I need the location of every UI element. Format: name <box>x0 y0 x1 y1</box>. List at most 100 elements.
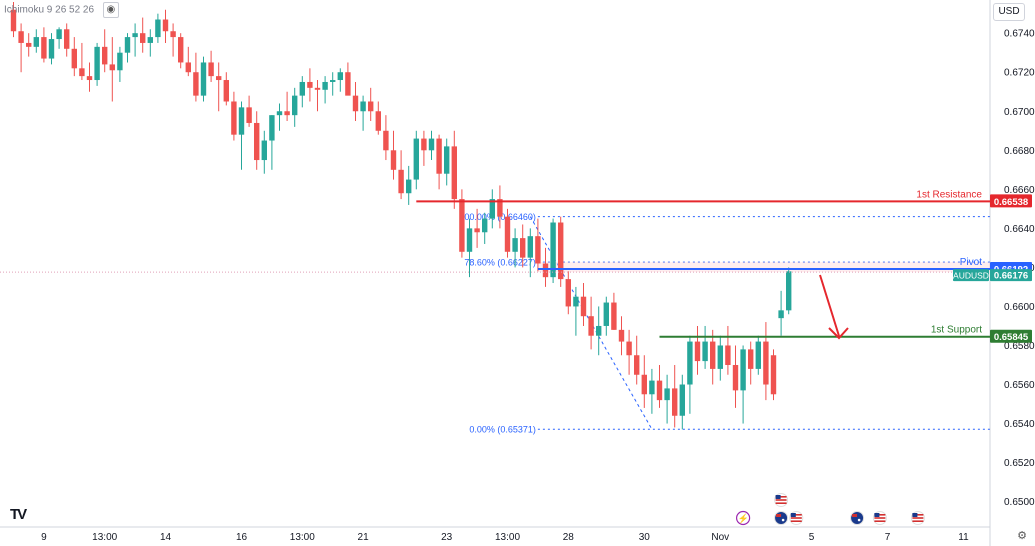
economic-events[interactable]: ⚡ <box>735 493 925 526</box>
currency-selector[interactable]: USD <box>993 3 1025 21</box>
candle-body <box>254 122 260 161</box>
candle-body <box>193 72 199 96</box>
candle-body <box>748 349 754 369</box>
symbol-label: AUDUSD <box>953 271 989 281</box>
lightning-glyph: ⚡ <box>737 513 748 525</box>
gear-icon[interactable]: ⚙ <box>1017 530 1027 542</box>
candle-body <box>109 64 115 71</box>
indicator-label[interactable]: Ichimoku 9 26 52 26 <box>4 4 95 16</box>
us-flag-canton <box>912 513 918 517</box>
candle-body <box>178 37 184 63</box>
candle-body <box>436 138 442 174</box>
x-axis-ticks: 9 13:00 14 16 13:00 21 23 13:00 28 30 Nov 5 7 11 <box>41 532 969 543</box>
candle-body <box>48 39 55 59</box>
x-tick-label: 13:00 <box>495 532 520 543</box>
fib-zone-fill <box>537 262 990 273</box>
candle-body <box>725 345 731 365</box>
candle-body <box>474 228 480 233</box>
x-tick-label: 30 <box>639 532 651 543</box>
candle-body <box>497 199 503 217</box>
au-flag-icon[interactable] <box>850 511 865 525</box>
candle-body <box>162 19 169 32</box>
candle-body <box>611 302 617 330</box>
candle-body <box>459 199 465 252</box>
x-tick-label: 5 <box>809 532 815 543</box>
candle-body <box>786 271 792 311</box>
candle-body <box>504 216 511 252</box>
au-flag-union <box>852 514 858 517</box>
candle-body <box>86 76 93 81</box>
candle-body <box>299 81 305 96</box>
candle-body <box>269 115 275 141</box>
candle-body <box>33 37 39 47</box>
candle-body <box>649 380 655 395</box>
us-flag-icon[interactable] <box>774 493 789 507</box>
candle-body <box>451 146 457 200</box>
candle-body <box>276 111 283 116</box>
candle-body <box>664 388 670 401</box>
eye-icon[interactable]: ◉ <box>102 2 119 18</box>
us-flag-stripe <box>912 520 924 522</box>
us-flag-stripe <box>912 517 924 519</box>
candle-body <box>702 341 708 362</box>
level-name: 1st Support <box>931 325 982 336</box>
level-name: 1st Resistance <box>916 189 982 200</box>
candle-body <box>466 228 473 252</box>
candle-body <box>596 325 602 336</box>
candle-body <box>155 19 161 38</box>
candle-body <box>322 81 328 90</box>
candle-body <box>717 345 723 369</box>
us-flag-icon[interactable] <box>872 511 887 525</box>
candle-body <box>588 316 594 336</box>
candle-body <box>140 33 146 43</box>
us-flag-icon[interactable] <box>910 511 925 525</box>
au-flag-star <box>857 518 861 522</box>
candle-body <box>10 9 17 32</box>
us-flag-stripe <box>912 514 924 516</box>
au-flag-union <box>776 514 782 517</box>
candle-body <box>208 62 214 77</box>
fib-level-label: 78.60% (0.66227) <box>464 258 536 268</box>
us-flag-canton <box>874 513 880 517</box>
candle-body <box>337 72 343 81</box>
us-flag-icon[interactable] <box>789 511 804 525</box>
indicator-legend[interactable]: Ichimoku 9 26 52 26 ◉ <box>4 2 119 18</box>
candle-body <box>79 68 85 77</box>
level-price-tag <box>990 194 1032 208</box>
candle-body <box>558 222 564 280</box>
candle-body <box>398 169 404 194</box>
au-flag-icon[interactable] <box>774 511 789 525</box>
candle-body <box>231 101 237 135</box>
candle-body <box>200 62 207 96</box>
candlestick-series <box>10 1 792 430</box>
candle-body <box>778 310 784 319</box>
x-tick-label: 21 <box>358 532 370 543</box>
candle-body <box>687 341 693 385</box>
candle-body <box>413 138 419 180</box>
us-flag-stripe <box>775 502 787 504</box>
candle-body <box>124 37 131 53</box>
us-flag-canton <box>775 495 781 499</box>
candle-body <box>550 222 556 278</box>
candle-body <box>634 355 640 375</box>
candle-body <box>147 37 153 43</box>
x-tick-label: Nov <box>711 532 729 543</box>
candle-body <box>360 101 366 112</box>
lightning-icon[interactable]: ⚡ <box>735 510 751 526</box>
us-flag-stripe <box>790 514 802 516</box>
candle-body <box>246 107 252 123</box>
candle-body <box>216 76 222 81</box>
us-flag-stripe <box>775 496 787 498</box>
symbol-tag <box>953 269 989 282</box>
us-flag-stripe <box>790 517 802 519</box>
candle-body <box>261 140 267 161</box>
candle-body <box>512 238 518 252</box>
candle-body <box>565 279 571 307</box>
